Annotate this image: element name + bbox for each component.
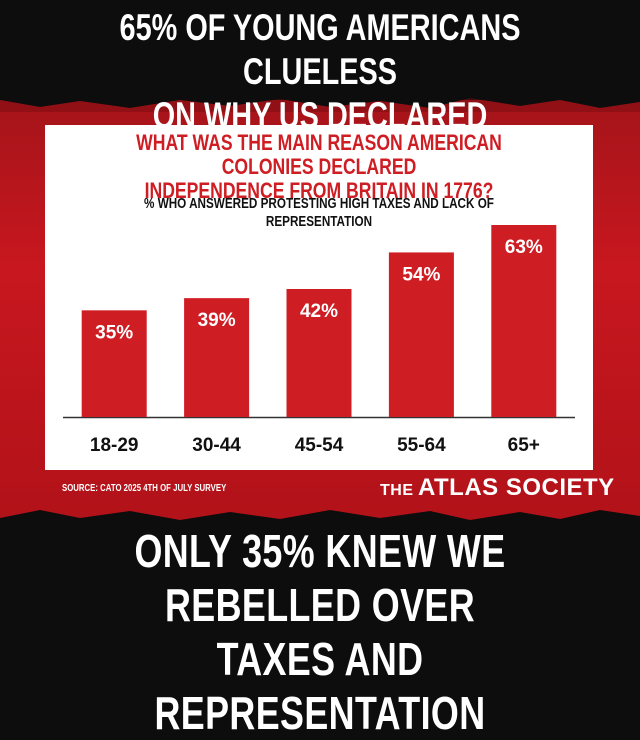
torn-edge-top xyxy=(0,86,640,112)
bar-chart: 35% 18-29 39% 30-44 42% 45-54 54% 55-64 63% 65+ xyxy=(63,225,575,456)
bar-18-29 xyxy=(81,310,147,417)
torn-edge-bottom xyxy=(0,510,640,534)
bottom-headline-line-1: Only 35% knew we rebelled over xyxy=(134,525,506,631)
logo-name: ATLAS SOCIETY xyxy=(417,474,615,501)
bottom-headline: Only 35% knew we rebelled over taxes and… xyxy=(70,524,569,740)
chart-subtitle: % who answered protesting high taxes and… xyxy=(144,195,494,230)
data-label-45-54: 42% xyxy=(300,301,338,322)
x-tick-label-65+: 65+ xyxy=(508,435,540,456)
x-tick-label-55-64: 55-64 xyxy=(397,435,446,456)
source-note: Source: Cato 2025 4th of July Survey xyxy=(62,483,227,494)
chart-title: What was the main reason American coloni… xyxy=(100,131,538,203)
data-label-65+: 63% xyxy=(505,237,543,258)
x-tick-label-18-29: 18-29 xyxy=(90,435,139,456)
bar-65+ xyxy=(491,225,557,417)
chart-title-line-1: What was the main reason American coloni… xyxy=(136,130,502,179)
data-label-18-29: 35% xyxy=(95,322,133,343)
chart-card: What was the main reason American coloni… xyxy=(45,125,593,470)
bottom-headline-line-2: taxes and representation xyxy=(154,633,486,739)
bar-55-64 xyxy=(388,252,454,417)
atlas-society-logo: THE ATLAS SOCIETY xyxy=(380,474,638,504)
top-headline-line-1: 65% of young Americans clueless xyxy=(119,7,521,92)
x-tick-label-45-54: 45-54 xyxy=(295,435,344,456)
data-label-55-64: 54% xyxy=(402,264,440,285)
logo-prefix: THE xyxy=(380,482,414,499)
bar-45-54 xyxy=(286,289,352,417)
chart-title-line-2: independence from Britain in 1776? xyxy=(144,178,494,203)
data-label-30-44: 39% xyxy=(198,310,236,331)
bar-30-44 xyxy=(184,298,250,417)
x-tick-label-30-44: 30-44 xyxy=(192,435,241,456)
